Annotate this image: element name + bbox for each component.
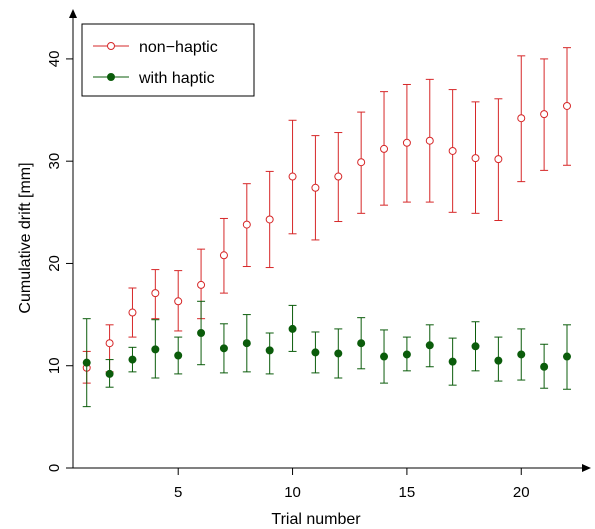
data-point (425, 136, 434, 145)
legend-marker-non-haptic (107, 42, 115, 50)
data-point (311, 348, 320, 357)
data-point (128, 308, 137, 317)
data-point (219, 251, 228, 260)
data-point (562, 352, 571, 361)
axes (69, 9, 591, 472)
y-axis-arrow (69, 9, 77, 18)
legend-label-non-haptic: non−haptic (139, 39, 218, 56)
data-point (517, 114, 526, 123)
data-point (334, 349, 343, 358)
data-point (448, 146, 457, 155)
data-point (174, 297, 183, 306)
data-point (471, 154, 480, 163)
data-point (357, 339, 366, 348)
data-point (540, 110, 549, 119)
data-point (82, 358, 91, 367)
legend-marker-with-haptic (107, 73, 115, 81)
data-point (265, 346, 274, 355)
legend: non−haptic with haptic (81, 23, 255, 97)
x-tick-label: 20 (513, 484, 530, 501)
y-tick-label: 0 (46, 464, 63, 472)
data-point (402, 138, 411, 147)
data-point (380, 144, 389, 153)
y-ticks: 0 10 20 30 40 (46, 51, 73, 472)
plot-area (82, 47, 571, 408)
y-tick-label: 40 (46, 51, 63, 68)
data-point (471, 342, 480, 351)
data-point (288, 172, 297, 181)
data-point (105, 369, 114, 378)
y-tick-label: 20 (46, 255, 63, 272)
data-point (334, 172, 343, 181)
legend-entry-non-haptic: non−haptic (93, 39, 218, 56)
data-point (494, 356, 503, 365)
data-point (540, 362, 549, 371)
data-point (517, 350, 526, 359)
data-point (288, 324, 297, 333)
data-point (265, 215, 274, 224)
x-tick-label: 10 (284, 484, 301, 501)
legend-box (81, 23, 255, 97)
data-point (242, 339, 251, 348)
data-point (425, 341, 434, 350)
legend-label-with-haptic: with haptic (138, 70, 215, 87)
x-ticks: 5 10 15 20 (174, 468, 530, 501)
series-with-haptic (82, 300, 571, 408)
x-axis-label: Trial number (271, 511, 361, 528)
series-non-haptic (82, 47, 571, 384)
x-tick-label: 15 (399, 484, 416, 501)
x-axis-arrow (582, 464, 591, 472)
data-point (562, 101, 571, 110)
data-point (151, 289, 160, 298)
data-point (242, 220, 251, 229)
data-point (151, 345, 160, 354)
data-point (380, 352, 389, 361)
data-point (174, 351, 183, 360)
data-point (448, 357, 457, 366)
data-point (197, 280, 206, 289)
legend-entry-with-haptic: with haptic (93, 70, 215, 87)
y-tick-label: 10 (46, 357, 63, 374)
data-point (311, 183, 320, 192)
data-point (105, 339, 114, 348)
data-point (357, 158, 366, 167)
y-axis-label: Cumulative drift [mm] (17, 162, 34, 313)
data-point (197, 329, 206, 337)
data-point (219, 344, 228, 353)
data-point (128, 355, 137, 364)
x-tick-label: 5 (174, 484, 182, 501)
y-tick-label: 30 (46, 153, 63, 170)
data-point (494, 155, 503, 164)
data-point (402, 350, 411, 359)
